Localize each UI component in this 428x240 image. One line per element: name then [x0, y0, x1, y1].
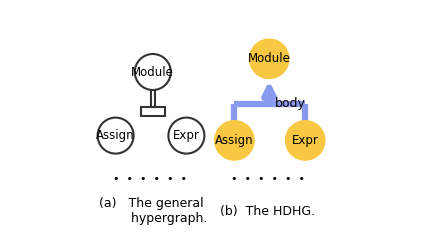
Text: Expr: Expr	[173, 129, 200, 142]
Circle shape	[285, 121, 325, 160]
Circle shape	[250, 39, 289, 78]
Text: Expr: Expr	[292, 134, 318, 147]
Text: Module: Module	[131, 66, 174, 78]
Bar	[141, 107, 165, 116]
Circle shape	[168, 118, 205, 154]
Text: (b)  The HDHG.: (b) The HDHG.	[220, 205, 315, 218]
Circle shape	[98, 118, 134, 154]
Text: Assign: Assign	[96, 129, 135, 142]
Text: Module: Module	[248, 52, 291, 65]
Text: (a)   The general
        hypergraph.: (a) The general hypergraph.	[99, 197, 207, 225]
Text: •  •  •  •  •  •: • • • • • •	[231, 174, 305, 184]
Text: •  •  •  •  •  •: • • • • • •	[113, 174, 187, 184]
Circle shape	[215, 121, 254, 160]
Text: body: body	[275, 97, 306, 110]
Bar	[151, 90, 155, 107]
Circle shape	[135, 54, 171, 90]
Text: Assign: Assign	[215, 134, 254, 147]
